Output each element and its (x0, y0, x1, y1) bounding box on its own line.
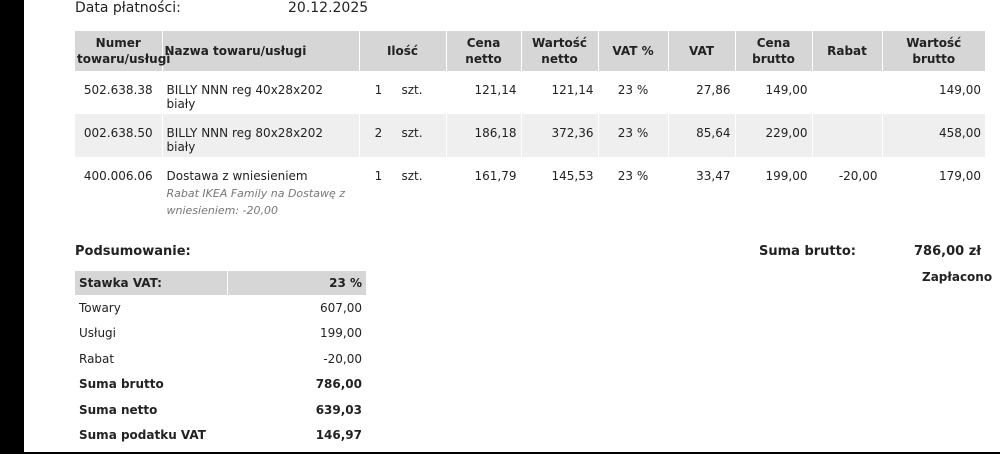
item-net-value: 145,53 (521, 157, 599, 227)
vat-row-label: Towary (79, 300, 121, 315)
item-discount: -20,00 (812, 157, 883, 227)
item-qty: 1 (374, 169, 383, 183)
table-row: 502.638.38 BILLY NNN reg 40x28x202 biały… (75, 71, 985, 114)
vat-rate-value: 23 % (227, 271, 366, 295)
item-net-price: 161,79 (446, 157, 522, 227)
vat-row: Usługi 199,00 (75, 321, 366, 347)
item-vat-pct: 23 % (598, 157, 669, 227)
item-vat: 85,64 (668, 114, 736, 157)
item-name: BILLY NNN reg 80x28x202 biały (162, 114, 360, 157)
item-name: BILLY NNN reg 40x28x202 biały (162, 71, 360, 114)
table-row: 400.006.06 Dostawa z wniesieniem Rabat I… (75, 157, 985, 227)
vat-row-value: -20,00 (323, 351, 362, 366)
item-qty-cell: 2 szt. (359, 114, 447, 157)
col-vat: VAT (668, 31, 736, 71)
vat-row-label: Suma brutto (79, 377, 164, 392)
vat-row-value: 199,00 (320, 326, 362, 341)
col-net-price: Cena netto (446, 31, 522, 71)
col-name: Nazwa towaru/usługi (162, 31, 360, 71)
item-qty: 2 (374, 126, 383, 140)
vat-row-value: 146,97 (315, 428, 362, 443)
item-qty: 1 (374, 83, 383, 97)
vat-row-value: 786,00 (315, 377, 362, 392)
item-qty-cell: 1 szt. (359, 71, 447, 114)
item-vat: 33,47 (668, 157, 736, 227)
vat-summary-table: Stawka VAT: 23 % Towary 607,00 Usługi 19… (75, 271, 366, 448)
items-table: Numer towaru/usługi Nazwa towaru/usługi … (75, 31, 985, 227)
item-number: 400.006.06 (75, 157, 163, 227)
item-unit: szt. (401, 83, 423, 97)
item-net-value: 121,14 (521, 71, 599, 114)
item-net-value: 372,36 (521, 114, 599, 157)
items-header-row: Numer towaru/usługi Nazwa towaru/usługi … (75, 31, 985, 71)
table-row: 002.638.50 BILLY NNN reg 80x28x202 biały… (75, 114, 985, 157)
vat-row: Suma podatku VAT 146,97 (75, 423, 366, 449)
gross-total-label: Suma brutto: (759, 244, 856, 259)
vat-row-label: Suma netto (79, 402, 158, 417)
item-gross-value: 149,00 (882, 71, 985, 114)
item-gross-price: 199,00 (735, 157, 813, 227)
item-unit: szt. (401, 169, 423, 183)
item-gross-value: 458,00 (882, 114, 985, 157)
vat-row-label: Suma podatku VAT (79, 428, 206, 443)
vat-row: Towary 607,00 (75, 295, 366, 321)
gross-total-value: 786,00 zł (914, 244, 982, 259)
vat-row: Suma netto 639,03 (75, 397, 366, 423)
vat-row-value: 607,00 (320, 300, 362, 315)
vat-row-value: 639,03 (315, 402, 362, 417)
item-net-price: 186,18 (446, 114, 522, 157)
item-discount (812, 114, 883, 157)
item-vat-pct: 23 % (598, 71, 669, 114)
col-net-value: Wartość netto (521, 31, 599, 71)
item-name: Dostawa z wniesieniem (166, 169, 308, 183)
vat-row: Suma brutto 786,00 (75, 372, 366, 398)
summary-title: Podsumowanie: (75, 244, 191, 259)
col-gross-value: Wartość brutto (882, 31, 985, 71)
col-discount: Rabat (812, 31, 883, 71)
vat-header-row: Stawka VAT: 23 % (75, 271, 366, 295)
item-net-price: 121,14 (446, 71, 522, 114)
col-qty: Ilość (359, 31, 447, 71)
item-qty-cell: 1 szt. (359, 157, 447, 227)
item-vat-pct: 23 % (598, 114, 669, 157)
item-discount (812, 71, 883, 114)
item-unit: szt. (401, 126, 423, 140)
item-gross-price: 229,00 (735, 114, 813, 157)
item-vat: 27,86 (668, 71, 736, 114)
vat-row: Rabat -20,00 (75, 346, 366, 372)
item-name-cell: Dostawa z wniesieniem Rabat IKEA Family … (162, 157, 360, 227)
vat-row-label: Usługi (79, 326, 117, 341)
item-number: 002.638.50 (75, 114, 163, 157)
item-gross-value: 179,00 (882, 157, 985, 227)
vat-rate-label: Stawka VAT: (75, 271, 228, 295)
item-number: 502.638.38 (75, 71, 163, 114)
col-gross-price: Cena brutto (735, 31, 813, 71)
invoice-page: Data płatności: 20.12.2025 Numer towaru/… (24, 0, 1000, 452)
payment-date-value: 20.12.2025 (288, 0, 369, 16)
item-gross-price: 149,00 (735, 71, 813, 114)
col-number: Numer towaru/usługi (75, 31, 170, 71)
paid-label: Zapłacono (922, 270, 993, 284)
payment-date-label: Data płatności: (75, 0, 181, 16)
vat-row-label: Rabat (79, 351, 115, 366)
col-vat-pct: VAT % (598, 31, 669, 71)
item-discount-note: Rabat IKEA Family na Dostawę z wniesieni… (166, 187, 345, 217)
